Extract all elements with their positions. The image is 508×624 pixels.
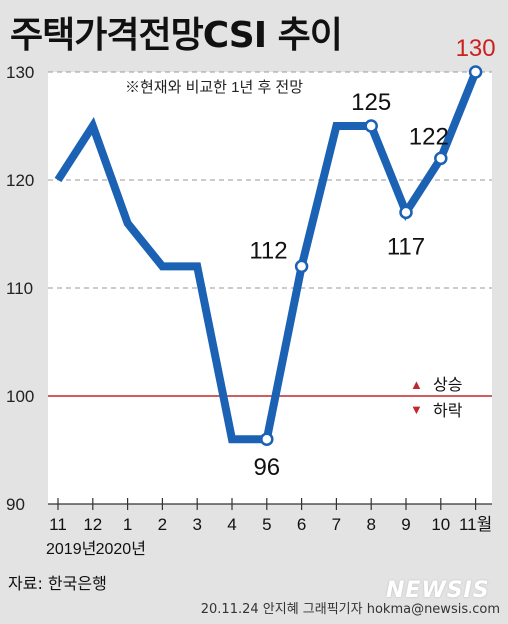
x-tick-label: 7 — [332, 515, 341, 534]
data-label: 117 — [387, 233, 425, 260]
note-text: ※현재와 비교한 1년 후 전망 — [125, 79, 303, 96]
data-label: 130 — [456, 35, 496, 62]
x-tick-label: 12 — [83, 515, 102, 534]
year-label-2020: 2020년 — [96, 540, 146, 558]
y-tick-label: 100 — [6, 387, 34, 406]
x-tick-label: 2 — [158, 515, 167, 534]
x-tick-label: 5 — [262, 515, 271, 534]
x-tick-label: 11월 — [459, 515, 492, 534]
x-tick-label: 1 — [123, 515, 132, 534]
data-label: 112 — [249, 237, 287, 264]
data-point-marker — [399, 205, 413, 220]
data-label: 96 — [253, 454, 280, 481]
x-tick-label: 8 — [366, 515, 375, 534]
y-tick-label: 90 — [6, 495, 25, 514]
watermark-logo: NEWSIS — [386, 578, 490, 603]
x-tick-label: 10 — [431, 515, 450, 534]
data-point-marker — [434, 151, 448, 166]
data-point-marker — [364, 119, 378, 133]
credit-text: 20.11.24 안지혜 그래픽기자 hokma@newsis.com — [200, 602, 500, 617]
data-point-marker — [294, 259, 309, 274]
legend-down-label: 하락 — [433, 402, 463, 420]
data-point-marker — [260, 432, 274, 446]
y-tick-label: 130 — [6, 63, 34, 82]
year-label-2019: 2019년 — [46, 540, 96, 558]
data-point-marker — [468, 65, 483, 79]
source-text: 자료: 한국은행 — [8, 574, 107, 593]
legend-up-icon: ▲ — [410, 377, 423, 392]
x-tick-label: 3 — [192, 515, 201, 534]
y-tick-label: 120 — [6, 171, 34, 190]
chart-title: 주택가격전망CSI 추이 — [10, 15, 343, 56]
data-label: 125 — [351, 89, 391, 116]
legend-down-icon: ▼ — [410, 402, 423, 417]
x-tick-label: 11 — [49, 515, 67, 534]
legend-up-label: 상승 — [433, 376, 462, 394]
y-tick-label: 110 — [6, 279, 33, 298]
x-tick-label: 9 — [401, 515, 410, 534]
x-tick-label: 4 — [227, 515, 236, 534]
x-tick-label: 6 — [297, 515, 306, 534]
data-label: 122 — [409, 123, 449, 150]
